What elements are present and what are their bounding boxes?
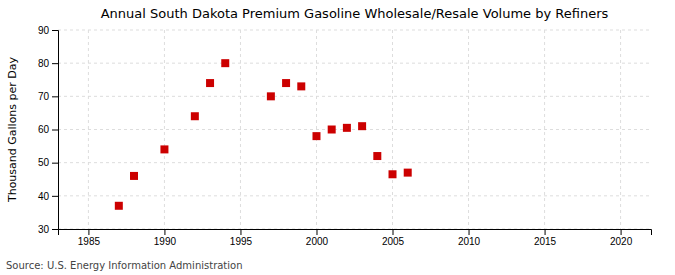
point [312,132,320,140]
point [221,59,229,67]
x-axis-tick-label: 2015 [534,236,557,247]
plot-area: 1985 1990 1995 2000 2005 2010 2015 2020 30 40 50 60… [38,25,652,247]
y-axis-title: Thousand Gallons per Day [6,56,19,203]
y-axis-tick: 60 [38,124,58,135]
x-axis: 1985 1990 1995 2000 2005 2010 2015 2020 [59,229,652,247]
point [328,126,336,134]
grid-line-y [58,162,651,163]
x-axis-tick-mark [316,229,317,235]
x-axis-tick-mark [164,229,165,235]
x-axis-tick: 1985 [78,229,101,247]
annotation: Source: U.S. Energy Information Administ… [6,260,243,271]
x-axis-tick: 1990 [154,229,177,247]
point [282,79,290,87]
x-axis-tick-label: 1985 [78,236,101,247]
point [297,82,305,90]
x-axis-tick-label: 2010 [458,236,481,247]
y-axis-tick-label: 90 [38,25,50,36]
grid-line-y [58,63,651,64]
y-axis-tick-mark [52,96,58,97]
x-axis-tick: 2015 [534,229,557,247]
grid-line-x [164,30,165,229]
point [343,124,351,132]
y-axis-tick: 80 [38,58,58,69]
x-axis-tick-label: 2020 [610,236,633,247]
x-axis-tick-label: 1995 [230,236,253,247]
point [130,172,138,180]
point [358,122,366,130]
grid-line-x [620,30,621,229]
y-axis-tick-mark [52,63,58,64]
y-axis-tick: 40 [38,191,58,202]
point [191,112,199,120]
y-axis: 30 40 50 60 70 80 90 [38,25,59,235]
x-axis-tick: 2005 [382,229,405,247]
point [389,170,397,178]
point [404,169,412,177]
y-axis-tick-mark [52,229,58,230]
y-axis-line [52,31,59,230]
point [267,92,275,100]
point [115,202,123,210]
y-axis-tick: 90 [38,25,58,36]
x-axis-tick: 2010 [458,229,481,247]
x-axis-tick-mark [545,229,546,235]
grid-line-x [392,30,393,229]
y-axis-tick-label: 60 [38,124,50,135]
x-axis-tick: 2000 [306,229,329,247]
grid-line-y [58,129,651,130]
y-axis-tick-mark [52,30,58,31]
x-axis-tick-label: 2000 [306,236,329,247]
point [373,152,381,160]
y-axis-tick-mark [52,196,58,197]
y-axis-tick-label: 40 [38,191,50,202]
y-axis-tick: 50 [38,157,58,168]
x-axis-tick-mark [393,229,394,235]
y-axis-tick-label: 50 [38,157,50,168]
x-axis-tick-label: 1990 [154,236,177,247]
points [115,59,412,210]
grid-line-y [58,195,651,196]
y-axis-tick-mark [52,163,58,164]
x-axis-tick: 2020 [610,229,633,247]
x-axis-tick-label: 2005 [382,236,405,247]
y-axis-tick: 70 [38,91,58,102]
y-axis-tick-label: 80 [38,58,50,69]
title: Annual South Dakota Premium Gasoline Who… [101,6,609,21]
point [206,79,214,87]
grid [58,30,651,229]
x-axis-line [59,230,652,236]
y-axis-tick-label: 30 [38,224,50,235]
grid-line-y [58,96,651,97]
x-axis-tick: 1995 [230,229,253,247]
x-axis-tick-mark [240,229,241,235]
chart: 1985 1990 1995 2000 2005 2010 2015 2020 30 40 50 60… [0,0,675,275]
y-axis-tick-mark [52,130,58,131]
y-axis-tick-label: 70 [38,91,50,102]
y-axis-tick: 30 [38,224,58,235]
x-axis-tick-mark [88,229,89,235]
x-axis-tick-mark [621,229,622,235]
point [160,145,168,153]
x-axis-tick-mark [469,229,470,235]
grid-line-y [58,30,651,31]
